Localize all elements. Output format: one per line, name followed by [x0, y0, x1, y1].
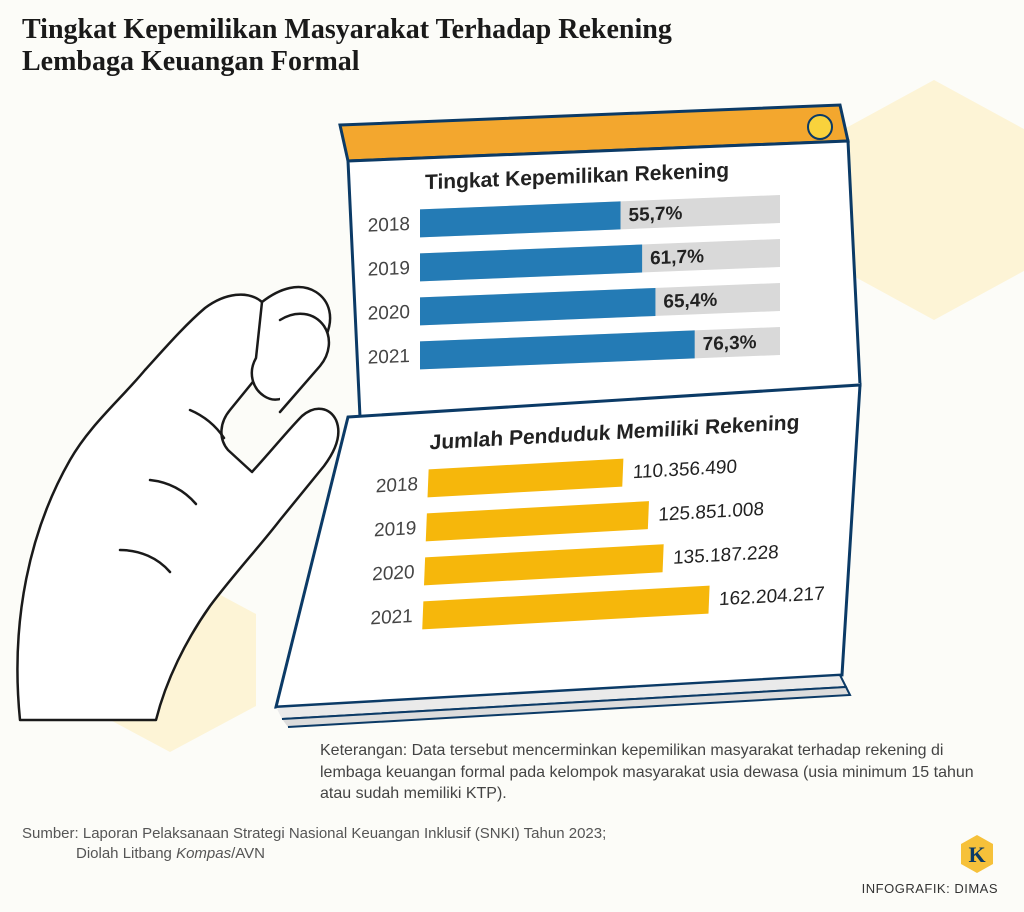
svg-text:2019: 2019 — [368, 258, 410, 281]
infographic-title: Tingkat Kepemilikan Masyarakat Terhadap … — [22, 14, 782, 78]
credit-text: INFOGRAFIK: DIMAS — [862, 881, 998, 896]
svg-text:2020: 2020 — [368, 302, 410, 325]
note: Keterangan: Data tersebut mencerminkan k… — [320, 740, 980, 805]
svg-text:2021: 2021 — [370, 606, 413, 629]
svg-text:2019: 2019 — [374, 518, 417, 541]
svg-text:2021: 2021 — [368, 346, 410, 369]
kompas-logo-icon: K — [956, 833, 998, 875]
passbook-illustration: Tingkat Kepemilikan Rekening 201855,7%20… — [240, 95, 880, 735]
svg-text:61,7%: 61,7% — [650, 246, 704, 269]
source-citation: Sumber: Laporan Pelaksanaan Strategi Nas… — [22, 824, 606, 865]
svg-text:65,4%: 65,4% — [663, 290, 717, 313]
svg-text:2020: 2020 — [372, 562, 415, 585]
svg-text:2018: 2018 — [375, 474, 418, 497]
svg-text:76,3%: 76,3% — [703, 332, 757, 355]
credit-block: K INFOGRAFIK: DIMAS — [862, 833, 998, 896]
svg-text:55,7%: 55,7% — [629, 203, 683, 226]
svg-text:2018: 2018 — [368, 214, 410, 237]
svg-text:K: K — [968, 842, 985, 867]
